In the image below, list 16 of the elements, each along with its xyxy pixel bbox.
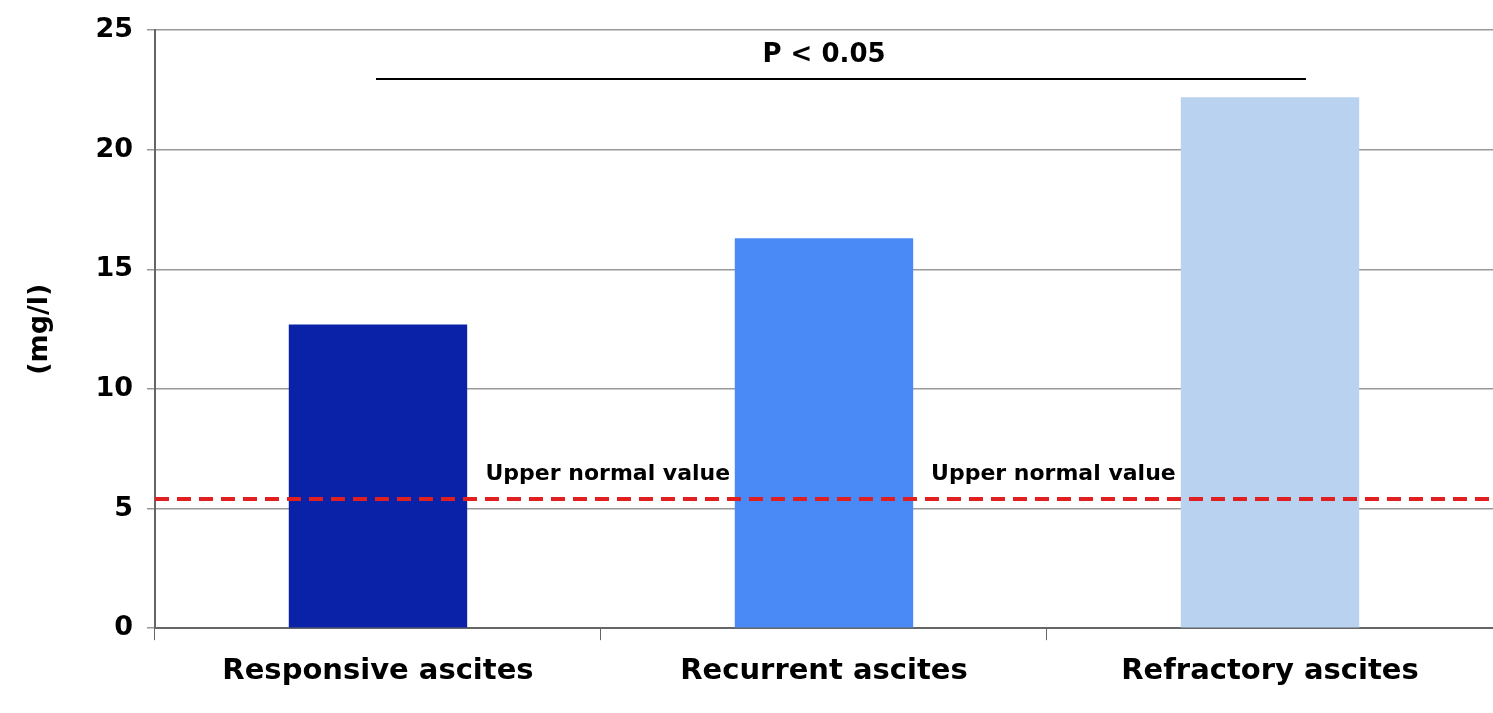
y-tick-label: 25 <box>95 12 133 44</box>
y-tick-label: 0 <box>114 610 133 642</box>
annotation: P < 0.05 <box>762 38 886 69</box>
bar <box>288 324 468 628</box>
annotation: Upper normal value <box>931 460 1176 486</box>
x-tick-label: Refractory ascites <box>1121 652 1419 687</box>
y-tick-label: 5 <box>114 490 133 522</box>
bar <box>1180 97 1360 628</box>
y-tick-label: 20 <box>95 131 133 163</box>
x-tick-label: Responsive ascites <box>222 652 534 687</box>
y-tick-label: 10 <box>95 371 133 403</box>
y-axis-title: (mg/l) <box>22 283 54 375</box>
x-tick-label: Recurrent ascites <box>680 652 968 687</box>
bar <box>734 238 914 628</box>
ref-line-label: Upper normal value <box>485 459 731 485</box>
y-tick-label: 15 <box>95 251 133 283</box>
